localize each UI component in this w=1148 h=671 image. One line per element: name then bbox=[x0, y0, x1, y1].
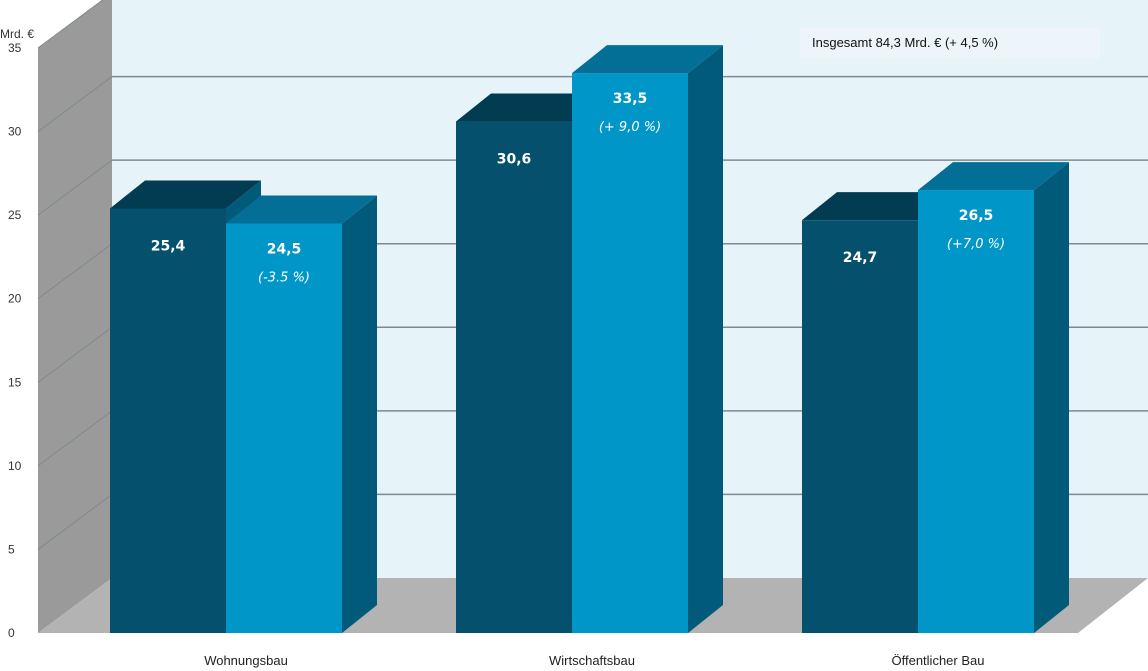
x-category-label: Öffentlicher Bau bbox=[892, 653, 985, 668]
annotation-background bbox=[800, 28, 1100, 58]
y-tick-label: 0 bbox=[8, 626, 15, 640]
bar-top bbox=[918, 162, 1069, 191]
bar-front bbox=[802, 220, 918, 633]
y-tick-label: 30 bbox=[8, 125, 22, 139]
bar-change-label: (+ 9,0 %) bbox=[599, 120, 661, 135]
y-tick-label: 35 bbox=[8, 41, 22, 55]
gridline-side bbox=[37, 0, 104, 49]
bar-value-label: 30,6 bbox=[497, 152, 532, 168]
bar-side bbox=[1034, 162, 1069, 634]
y-tick-label: 20 bbox=[8, 292, 22, 306]
bar-value-label: 26,5 bbox=[959, 208, 994, 224]
bars: 25,4 24,5 (-3.5 %) 30,6 33,5 (+ 9,0 %) 24,7 26,… bbox=[110, 45, 1069, 634]
x-category-label: Wirtschaftsbau bbox=[549, 653, 635, 668]
gridline-side bbox=[37, 243, 113, 300]
bar-side bbox=[688, 45, 723, 634]
side-wall bbox=[38, 0, 112, 633]
bar-top bbox=[572, 45, 723, 74]
bar-change-label: (-3.5 %) bbox=[258, 271, 310, 286]
bar-change-label: (+7,0 %) bbox=[947, 237, 1005, 252]
y-tick-label: 25 bbox=[8, 208, 22, 222]
y-tick-label: 5 bbox=[8, 542, 15, 556]
bar-value-label: 24,7 bbox=[843, 250, 878, 266]
bar-side bbox=[342, 195, 377, 633]
gridline-side bbox=[37, 159, 113, 216]
y-tick-label: 10 bbox=[8, 459, 22, 473]
y-axis-unit-label: Mrd. € bbox=[0, 27, 34, 41]
bar-value-label: 24,5 bbox=[267, 242, 302, 258]
bar-front bbox=[918, 190, 1034, 634]
bar-front bbox=[572, 73, 688, 634]
bar-top bbox=[226, 195, 377, 224]
y-tick-label: 15 bbox=[8, 375, 22, 389]
bar: 33,5 (+ 9,0 %) bbox=[572, 45, 723, 634]
bar: 26,5 (+7,0 %) bbox=[918, 162, 1069, 634]
bar-top bbox=[110, 180, 261, 209]
x-category-label: Wohnungsbau bbox=[204, 653, 288, 668]
bar: 24,5 (-3.5 %) bbox=[226, 195, 377, 633]
gridline-side bbox=[37, 326, 113, 383]
bar-top bbox=[456, 93, 607, 122]
x-axis: Wohnungsbau Wirtschaftsbau Öffentlicher Ba… bbox=[204, 653, 984, 668]
bar-top bbox=[802, 192, 953, 221]
total-annotation: Insgesamt 84,3 Mrd. € (+ 4,5 %) bbox=[812, 35, 998, 50]
bar-value-label: 25,4 bbox=[151, 238, 186, 254]
gridline-side bbox=[37, 494, 113, 550]
bar-front bbox=[226, 223, 342, 633]
y-axis: 0 5 10 15 20 25 30 35 bbox=[8, 41, 22, 640]
annotation-box: Insgesamt 84,3 Mrd. € (+ 4,5 %) bbox=[800, 28, 1100, 58]
gridline-side bbox=[37, 76, 113, 132]
bar-front bbox=[456, 121, 572, 634]
gridline-side bbox=[37, 410, 113, 467]
bar-value-label: 33,5 bbox=[613, 91, 648, 107]
bar-front bbox=[110, 208, 226, 633]
